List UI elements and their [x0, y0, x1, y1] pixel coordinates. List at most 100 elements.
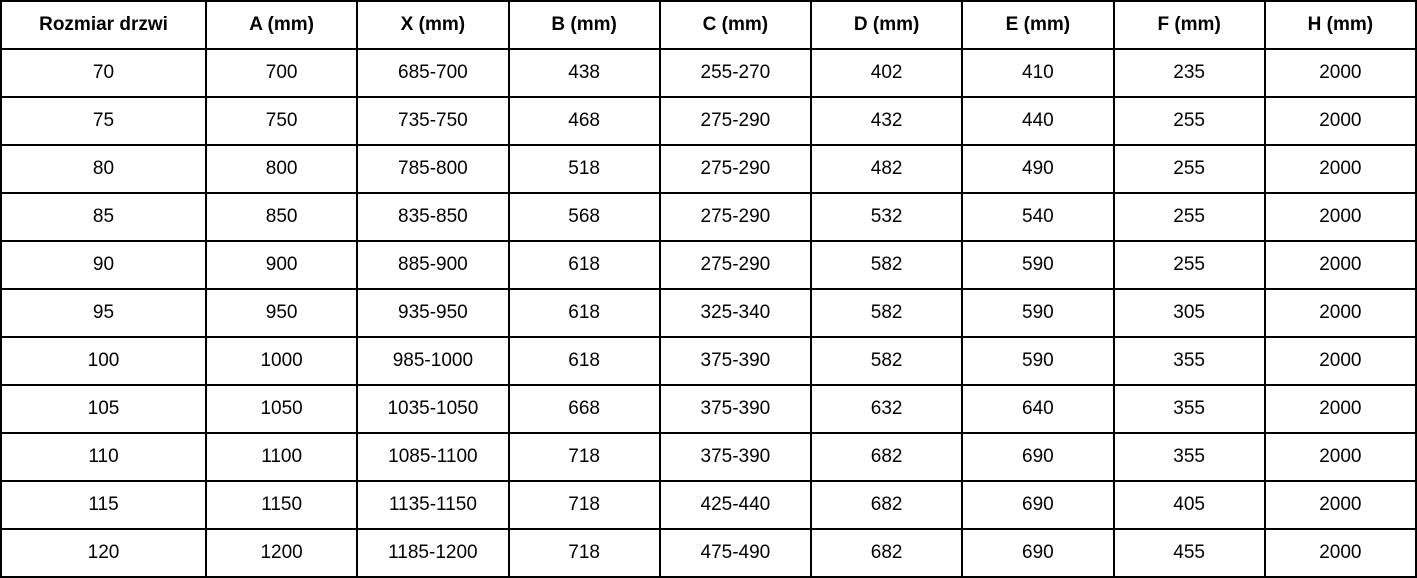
column-header: A (mm) [204, 0, 359, 50]
table-cell: 95 [0, 288, 207, 338]
table-cell: 1035-1050 [356, 384, 510, 434]
table-cell: 735-750 [356, 96, 510, 146]
table-row: 105 1050 1035-1050 668 375-390 632 640 355 2000 [0, 384, 1417, 434]
table-cell: 375-390 [658, 384, 813, 434]
table-cell: 718 [507, 480, 661, 530]
table-cell: 275-290 [658, 144, 813, 194]
header-row: Rozmiar drzwi A (mm) X (mm) B (mm) C (mm) D (… [0, 0, 1417, 50]
table-cell: 718 [507, 432, 661, 482]
table-cell: 950 [204, 288, 359, 338]
table-cell: 835-850 [356, 192, 510, 242]
table-cell: 785-800 [356, 144, 510, 194]
table-cell: 2000 [1263, 480, 1417, 530]
table-cell: 305 [1112, 288, 1266, 338]
table-cell: 375-390 [658, 336, 813, 386]
table-cell: 1200 [204, 528, 359, 578]
column-header: X (mm) [356, 0, 510, 50]
table-cell: 1185-1200 [356, 528, 510, 578]
table-cell: 1085-1100 [356, 432, 510, 482]
table-cell: 355 [1112, 384, 1266, 434]
table-cell: 1100 [204, 432, 359, 482]
table-cell: 255-270 [658, 48, 813, 98]
table-cell: 668 [507, 384, 661, 434]
table-row: 70 700 685-700 438 255-270 402 410 235 2000 [0, 48, 1417, 98]
table-cell: 885-900 [356, 240, 510, 290]
table-cell: 402 [809, 48, 964, 98]
table-cell: 2000 [1263, 240, 1417, 290]
column-header: E (mm) [961, 0, 1115, 50]
table-row: 90 900 885-900 618 275-290 582 590 255 2000 [0, 240, 1417, 290]
table-cell: 2000 [1263, 288, 1417, 338]
table-header: Rozmiar drzwi A (mm) X (mm) B (mm) C (mm) D (… [0, 0, 1417, 50]
table-cell: 685-700 [356, 48, 510, 98]
table-cell: 682 [809, 528, 964, 578]
column-header: H (mm) [1263, 0, 1417, 50]
table-cell: 275-290 [658, 96, 813, 146]
table-cell: 590 [961, 336, 1115, 386]
table-row: 85 850 835-850 568 275-290 532 540 255 2000 [0, 192, 1417, 242]
table-row: 110 1100 1085-1100 718 375-390 682 690 355 2000 [0, 432, 1417, 482]
table-cell: 632 [809, 384, 964, 434]
column-header: B (mm) [507, 0, 661, 50]
table-cell: 935-950 [356, 288, 510, 338]
table-cell: 438 [507, 48, 661, 98]
table-cell: 850 [204, 192, 359, 242]
table-cell: 410 [961, 48, 1115, 98]
table-cell: 482 [809, 144, 964, 194]
table-row: 95 950 935-950 618 325-340 582 590 305 2000 [0, 288, 1417, 338]
table-cell: 475-490 [658, 528, 813, 578]
table-cell: 582 [809, 336, 964, 386]
table-cell: 80 [0, 144, 207, 194]
table-cell: 2000 [1263, 336, 1417, 386]
table-cell: 440 [961, 96, 1115, 146]
table-cell: 455 [1112, 528, 1266, 578]
table-cell: 690 [961, 528, 1115, 578]
table-row: 115 1150 1135-1150 718 425-440 682 690 405 2000 [0, 480, 1417, 530]
table-cell: 2000 [1263, 48, 1417, 98]
table-body: 70 700 685-700 438 255-270 402 410 235 2000 75 750… [0, 48, 1417, 578]
table-cell: 2000 [1263, 384, 1417, 434]
table-row: 120 1200 1185-1200 718 475-490 682 690 455 2000 [0, 528, 1417, 578]
table-cell: 425-440 [658, 480, 813, 530]
table-cell: 2000 [1263, 528, 1417, 578]
table-cell: 100 [0, 336, 207, 386]
table-cell: 75 [0, 96, 207, 146]
table-cell: 700 [204, 48, 359, 98]
table-cell: 682 [809, 432, 964, 482]
table-cell: 800 [204, 144, 359, 194]
table-cell: 490 [961, 144, 1115, 194]
table-cell: 2000 [1263, 432, 1417, 482]
table-cell: 468 [507, 96, 661, 146]
table-cell: 105 [0, 384, 207, 434]
table-cell: 255 [1112, 144, 1266, 194]
table-cell: 255 [1112, 96, 1266, 146]
table-cell: 1050 [204, 384, 359, 434]
table-cell: 985-1000 [356, 336, 510, 386]
table-cell: 275-290 [658, 240, 813, 290]
table-cell: 115 [0, 480, 207, 530]
table-cell: 85 [0, 192, 207, 242]
table-cell: 582 [809, 288, 964, 338]
table-cell: 255 [1112, 240, 1266, 290]
table-cell: 518 [507, 144, 661, 194]
table-cell: 750 [204, 96, 359, 146]
table-cell: 375-390 [658, 432, 813, 482]
column-header: C (mm) [658, 0, 813, 50]
table-row: 80 800 785-800 518 275-290 482 490 255 2000 [0, 144, 1417, 194]
table-cell: 532 [809, 192, 964, 242]
table-cell: 1000 [204, 336, 359, 386]
table-cell: 255 [1112, 192, 1266, 242]
table-cell: 432 [809, 96, 964, 146]
column-header: F (mm) [1112, 0, 1266, 50]
column-header: Rozmiar drzwi [0, 0, 207, 50]
table-cell: 590 [961, 288, 1115, 338]
table-cell: 682 [809, 480, 964, 530]
table-cell: 540 [961, 192, 1115, 242]
table-cell: 690 [961, 480, 1115, 530]
table-cell: 1135-1150 [356, 480, 510, 530]
table-cell: 900 [204, 240, 359, 290]
table-cell: 355 [1112, 432, 1266, 482]
table-row: 100 1000 985-1000 618 375-390 582 590 355 2000 [0, 336, 1417, 386]
table-row: 75 750 735-750 468 275-290 432 440 255 2000 [0, 96, 1417, 146]
